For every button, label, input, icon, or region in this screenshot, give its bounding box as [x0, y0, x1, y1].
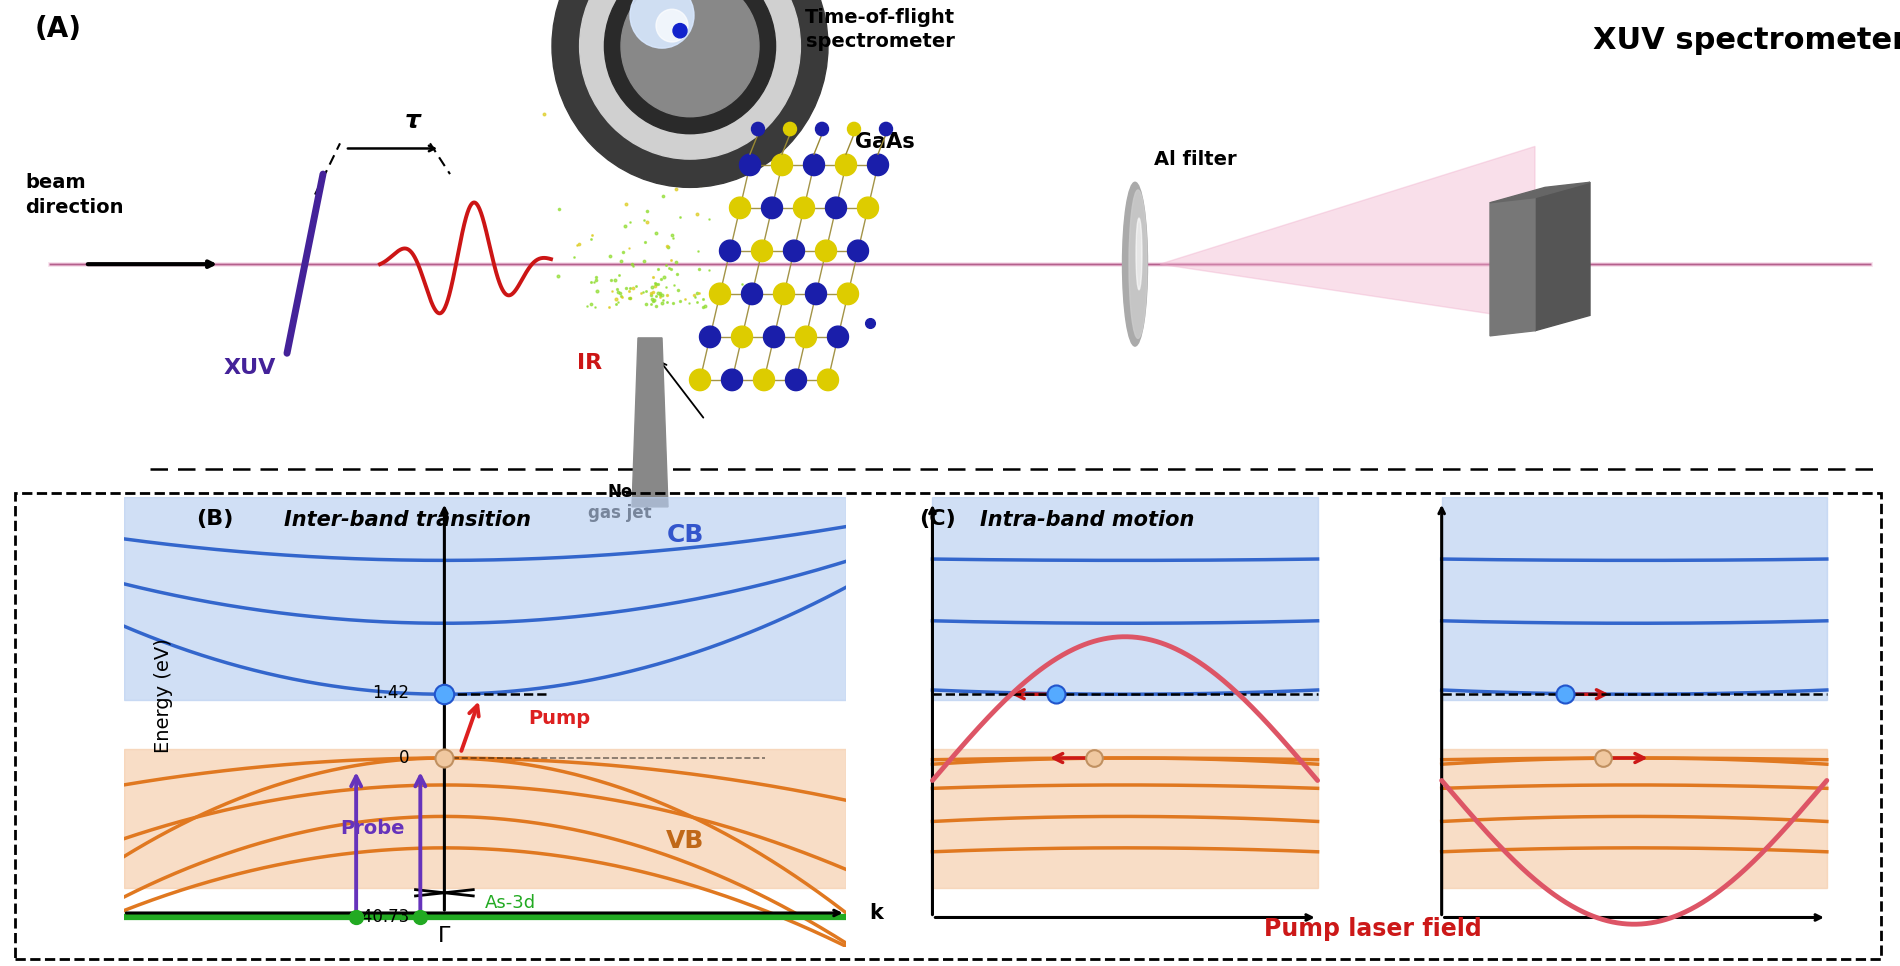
Polygon shape: [124, 497, 846, 699]
Circle shape: [699, 327, 720, 348]
Text: Time-of-flight
spectrometer: Time-of-flight spectrometer: [806, 8, 956, 50]
Text: VB: VB: [665, 829, 705, 853]
Polygon shape: [633, 338, 669, 507]
Polygon shape: [933, 749, 1317, 889]
Text: Γ: Γ: [439, 926, 450, 947]
Circle shape: [764, 327, 785, 348]
Circle shape: [847, 241, 868, 262]
Circle shape: [783, 123, 796, 135]
Polygon shape: [1535, 183, 1590, 330]
Text: (A): (A): [34, 15, 82, 43]
Text: Pump: Pump: [528, 709, 589, 728]
Ellipse shape: [1136, 218, 1142, 290]
Circle shape: [754, 369, 775, 390]
Circle shape: [847, 123, 861, 135]
Circle shape: [815, 123, 828, 135]
Circle shape: [762, 197, 783, 218]
Text: k: k: [870, 903, 884, 923]
Circle shape: [785, 369, 806, 390]
Text: Energy (eV): Energy (eV): [154, 638, 173, 753]
Circle shape: [690, 369, 711, 390]
Text: XUV: XUV: [224, 357, 276, 378]
Circle shape: [673, 23, 688, 38]
Circle shape: [741, 283, 762, 304]
Text: GaAs: GaAs: [855, 132, 916, 153]
Circle shape: [825, 197, 847, 218]
Circle shape: [752, 241, 773, 262]
Circle shape: [722, 369, 743, 390]
Circle shape: [771, 155, 792, 176]
Circle shape: [880, 123, 893, 135]
Text: -40.73: -40.73: [355, 908, 408, 926]
Text: Intra-band motion: Intra-band motion: [980, 510, 1193, 530]
Circle shape: [732, 327, 752, 348]
Text: Al filter: Al filter: [1153, 150, 1237, 169]
Circle shape: [868, 155, 889, 176]
Circle shape: [604, 0, 775, 133]
Text: XUV spectrometer: XUV spectrometer: [1592, 25, 1900, 55]
Polygon shape: [1490, 183, 1590, 203]
Text: As-3d: As-3d: [484, 895, 536, 912]
Text: 0: 0: [399, 749, 408, 767]
Circle shape: [815, 241, 836, 262]
Polygon shape: [1442, 749, 1826, 889]
Circle shape: [817, 369, 838, 390]
Text: beam
direction: beam direction: [25, 173, 124, 216]
Circle shape: [621, 0, 758, 117]
Circle shape: [720, 241, 741, 262]
Circle shape: [806, 283, 826, 304]
Circle shape: [730, 197, 750, 218]
Circle shape: [836, 155, 857, 176]
Polygon shape: [124, 749, 846, 889]
Text: Inter-band transition: Inter-band transition: [283, 510, 530, 530]
Text: τ: τ: [405, 109, 420, 133]
Circle shape: [838, 283, 859, 304]
Polygon shape: [1442, 497, 1826, 699]
Polygon shape: [1161, 147, 1535, 321]
Ellipse shape: [1123, 183, 1148, 346]
Circle shape: [773, 283, 794, 304]
Polygon shape: [933, 497, 1317, 699]
Text: IR: IR: [578, 353, 602, 373]
Ellipse shape: [1129, 190, 1148, 338]
Circle shape: [580, 0, 800, 159]
Circle shape: [752, 123, 764, 135]
Circle shape: [631, 0, 694, 48]
Text: CB: CB: [667, 524, 703, 548]
Text: Probe: Probe: [340, 819, 405, 838]
Circle shape: [783, 241, 804, 262]
Text: Ne
gas jet: Ne gas jet: [589, 483, 652, 522]
Text: (B): (B): [196, 509, 234, 528]
Circle shape: [857, 197, 878, 218]
Text: 1.42: 1.42: [372, 684, 408, 702]
Circle shape: [796, 327, 817, 348]
Circle shape: [828, 327, 849, 348]
Circle shape: [794, 197, 815, 218]
Text: (C): (C): [920, 509, 956, 528]
Circle shape: [709, 283, 730, 304]
Circle shape: [804, 155, 825, 176]
Circle shape: [656, 10, 688, 42]
Circle shape: [739, 155, 760, 176]
Text: Pump laser field: Pump laser field: [1264, 917, 1482, 941]
Polygon shape: [1490, 198, 1535, 336]
Circle shape: [553, 0, 828, 187]
